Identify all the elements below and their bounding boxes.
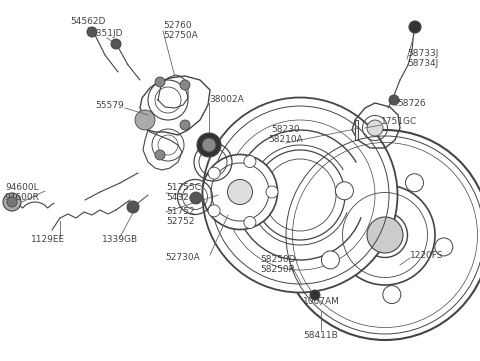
Text: 1220FS: 1220FS: [410, 251, 444, 260]
Polygon shape: [355, 120, 358, 140]
Text: 58411B: 58411B: [304, 331, 338, 339]
Circle shape: [435, 238, 453, 256]
Circle shape: [180, 80, 190, 90]
Circle shape: [266, 186, 278, 198]
Circle shape: [190, 192, 202, 204]
Circle shape: [111, 39, 121, 49]
Circle shape: [127, 201, 139, 213]
Circle shape: [389, 95, 399, 105]
Text: 58230: 58230: [272, 126, 300, 135]
Text: 55579: 55579: [96, 100, 124, 109]
Circle shape: [406, 174, 423, 192]
Ellipse shape: [362, 213, 408, 257]
Text: 58250R: 58250R: [261, 265, 295, 274]
Circle shape: [244, 156, 256, 168]
Circle shape: [155, 77, 165, 87]
Circle shape: [202, 138, 216, 152]
Text: 1751GC: 1751GC: [381, 117, 417, 126]
Circle shape: [367, 217, 403, 253]
Text: 52752: 52752: [166, 217, 194, 226]
Ellipse shape: [335, 185, 435, 285]
Circle shape: [197, 133, 221, 157]
Text: 51752: 51752: [166, 208, 194, 217]
Circle shape: [3, 193, 21, 211]
Circle shape: [244, 217, 256, 229]
Text: 54562D: 54562D: [70, 17, 106, 26]
Text: 1351JD: 1351JD: [91, 29, 123, 38]
Text: 94600R: 94600R: [5, 193, 39, 203]
Circle shape: [208, 205, 220, 217]
Text: 58250D: 58250D: [260, 256, 296, 265]
Circle shape: [180, 120, 190, 130]
Ellipse shape: [367, 120, 383, 136]
Text: 94600L: 94600L: [5, 183, 39, 192]
Text: 1339GB: 1339GB: [102, 235, 138, 244]
Text: 58210A: 58210A: [269, 135, 303, 144]
Text: 58733J: 58733J: [407, 49, 438, 58]
Circle shape: [7, 197, 17, 207]
Circle shape: [87, 27, 97, 37]
Ellipse shape: [203, 97, 397, 292]
Text: 52750A: 52750A: [163, 31, 198, 40]
Text: 38002A: 38002A: [209, 96, 244, 104]
Circle shape: [409, 21, 421, 33]
Circle shape: [322, 251, 339, 269]
Text: 58726: 58726: [397, 99, 426, 108]
Ellipse shape: [228, 179, 252, 204]
Circle shape: [208, 167, 220, 179]
Text: 1129EE: 1129EE: [31, 235, 65, 244]
Text: 52730A: 52730A: [166, 253, 200, 262]
Circle shape: [135, 110, 155, 130]
Circle shape: [336, 182, 353, 200]
Ellipse shape: [203, 155, 277, 230]
Ellipse shape: [280, 130, 480, 340]
Text: 51755C: 51755C: [166, 183, 201, 192]
Text: 1067AM: 1067AM: [302, 297, 339, 306]
Text: 54324C: 54324C: [166, 193, 201, 203]
Circle shape: [155, 150, 165, 160]
Text: 52760: 52760: [163, 22, 192, 30]
Text: 58734J: 58734J: [407, 60, 438, 69]
Circle shape: [310, 290, 320, 300]
Ellipse shape: [255, 150, 345, 240]
Circle shape: [383, 286, 401, 304]
